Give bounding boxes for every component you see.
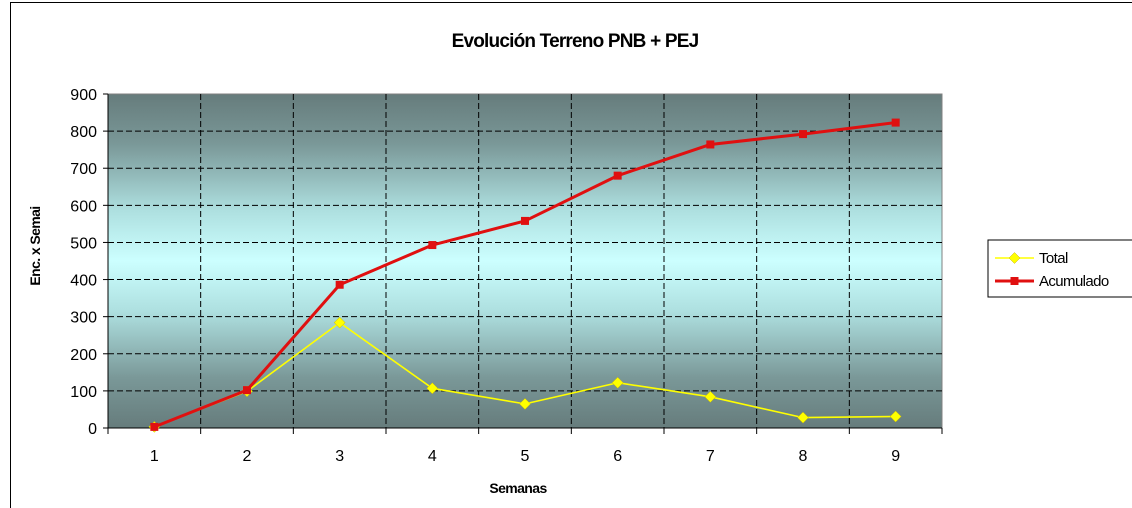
x-tick-label: 9: [891, 448, 900, 465]
data-point-total: [426, 382, 439, 395]
legend-marker-acumulado: [1010, 277, 1019, 285]
legend-marker-total: [1008, 252, 1021, 264]
y-tick-label: 900: [70, 87, 97, 104]
y-tick-label: 0: [88, 421, 97, 438]
y-tick-label: 300: [70, 310, 97, 327]
x-tick-labels: 1 2 3 4 5 6 7 8 9: [150, 448, 900, 465]
legend-box: [987, 239, 1132, 298]
series-group: [148, 118, 902, 433]
y-tick-label: 800: [70, 124, 97, 141]
data-point-acumulado: [150, 422, 159, 431]
data-point-total: [611, 376, 624, 389]
x-tick-label: 8: [799, 448, 808, 465]
y-axis-title: Enc. x Semai: [27, 206, 43, 285]
y-tick-labels: 0 100 200 300 400 500 600 700 800 900: [70, 87, 97, 438]
y-tick-label: 100: [70, 384, 97, 401]
chart-title: Evolución Terreno PNB + PEJ: [452, 31, 699, 52]
y-tick-label: 200: [70, 347, 97, 364]
legend-label-acumulado: Acumulado: [1039, 273, 1109, 290]
data-point-total: [333, 316, 346, 329]
data-point-total: [797, 411, 809, 424]
y-tick-label: 500: [70, 235, 97, 252]
x-axis-title: Semanas: [489, 480, 547, 496]
data-point-acumulado: [613, 171, 622, 180]
chart-frame: [10, 2, 1132, 508]
data-point-acumulado: [335, 280, 344, 289]
y-tick-label: 600: [70, 198, 97, 215]
data-point-total: [519, 398, 531, 410]
data-point-acumulado: [521, 216, 529, 225]
axes: [103, 93, 943, 434]
data-point-total: [704, 390, 717, 403]
grid: [108, 94, 942, 428]
data-point-total: [889, 410, 902, 423]
data-point-acumulado: [891, 118, 900, 127]
x-tick-label: 5: [521, 448, 530, 465]
legend-label-total: Total: [1039, 250, 1068, 267]
x-tick-label: 1: [150, 448, 159, 465]
legend: Total Acumulado: [987, 239, 1132, 298]
y-tick-label: 700: [70, 161, 97, 178]
data-point-acumulado: [799, 130, 807, 139]
data-point-acumulado: [706, 140, 715, 149]
data-point-acumulado: [243, 386, 251, 395]
x-tick-label: 4: [428, 448, 437, 465]
plot-area: [107, 93, 943, 429]
y-tick-label: 400: [70, 273, 97, 290]
x-tick-label: 6: [613, 448, 622, 465]
x-tick-label: 3: [335, 448, 344, 465]
x-tick-label: 2: [243, 448, 252, 465]
x-tick-label: 7: [706, 448, 715, 465]
data-point-acumulado: [428, 241, 437, 250]
